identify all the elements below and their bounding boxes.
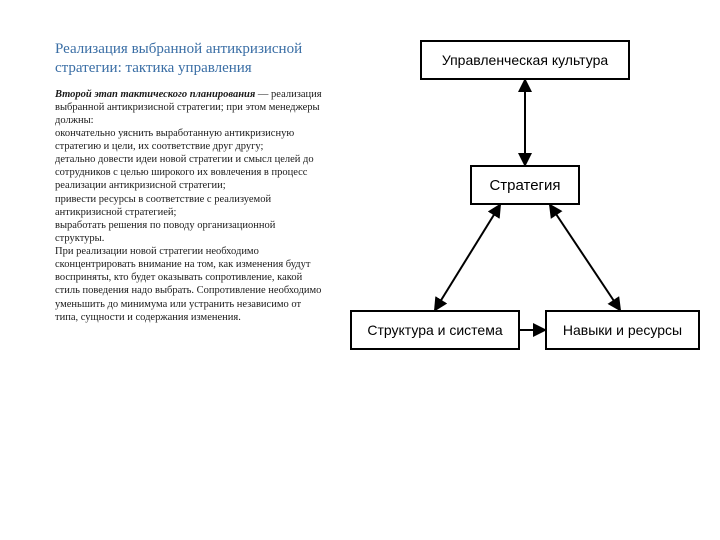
body-rest: — реализация выбранной антикризисной стр… [55, 89, 324, 323]
node-structure: Структура и система [350, 310, 520, 350]
body-text: Второй этап тактического планирования — … [55, 88, 325, 324]
node-skills: Навыки и ресурсы [545, 310, 700, 350]
node-culture: Управленческая культура [420, 40, 630, 80]
edge-strategy-skills [550, 205, 620, 310]
text-column: Реализация выбранной антикризисной страт… [55, 40, 335, 520]
slide-title: Реализация выбранной антикризисной страт… [55, 40, 325, 78]
lead-phrase: Второй этап тактического планирования [55, 89, 255, 100]
edge-strategy-structure [435, 205, 500, 310]
diagram: Управленческая культура Стратегия Структур… [345, 35, 705, 385]
slide: Реализация выбранной антикризисной страт… [0, 0, 720, 540]
node-strategy: Стратегия [470, 165, 580, 205]
